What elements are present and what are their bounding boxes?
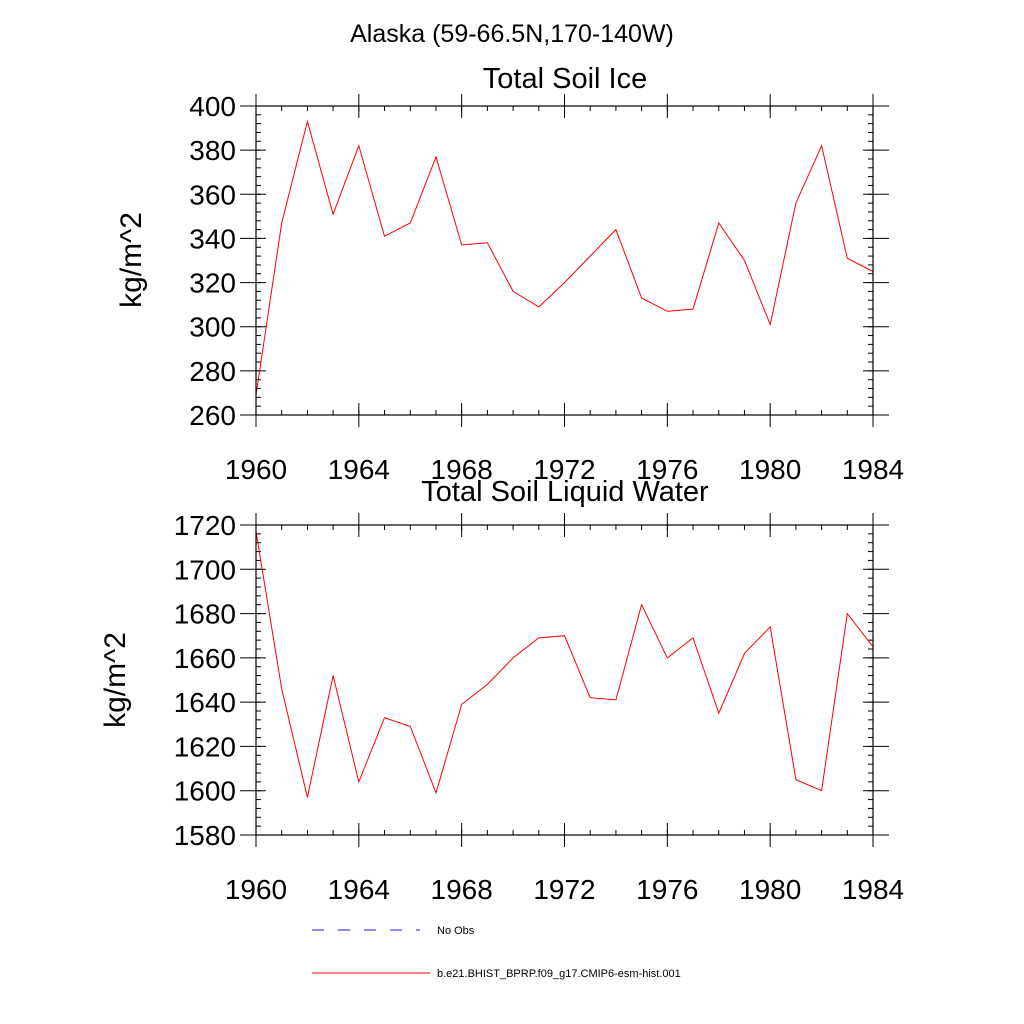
y-tick-label: 1600 (174, 776, 236, 807)
y-tick-label: 1580 (174, 820, 236, 851)
y-tick-label: 1700 (174, 554, 236, 585)
x-tick-label: 1960 (225, 454, 287, 485)
plot-frame (255, 524, 874, 836)
panel-title: Total Soil Liquid Water (421, 476, 709, 508)
tick-labels: 1960 1964 1968 1972 1976 1980 1984 1580 1600 1620… (174, 510, 904, 905)
x-tick-label: 1980 (739, 454, 801, 485)
legend-obs-label: No Obs (437, 925, 475, 937)
series-line (255, 119, 874, 396)
x-tick-label: 1976 (636, 454, 698, 485)
plot-frame (255, 105, 874, 416)
y-tick-label: 320 (189, 268, 236, 299)
y-tick-label: 360 (189, 179, 236, 210)
y-tick-label: 1720 (174, 510, 236, 541)
y-tick-label: 1640 (174, 687, 236, 718)
panel-title: Total Soil Ice (483, 63, 647, 95)
axis-ticks (240, 94, 889, 427)
figure-title: Alaska (59-66.5N,170-140W) (350, 20, 674, 48)
y-axis-label: kg/m^2 (115, 212, 148, 308)
y-tick-label: 300 (189, 312, 236, 343)
y-tick-label: 1660 (174, 643, 236, 674)
panel-total-soil-liquid-water: Total Soil Liquid Water kg/m^2 1960 1964 1… (99, 476, 904, 905)
tick-labels: 1960 1964 1968 1972 1976 1980 1984 260 280 300 320… (189, 91, 904, 485)
x-tick-label: 1980 (739, 874, 801, 905)
x-tick-label: 1976 (636, 874, 698, 905)
y-tick-label: 1620 (174, 731, 236, 762)
legend-model-label: b.e21.BHIST_BPRP.f09_g17.CMIP6-esm-hist.… (437, 968, 681, 980)
axis-ticks (240, 513, 889, 847)
x-tick-label: 1972 (533, 874, 595, 905)
y-tick-label: 380 (189, 135, 236, 166)
x-tick-label: 1964 (328, 454, 390, 485)
y-tick-label: 400 (189, 91, 236, 122)
legend: No Obs b.e21.BHIST_BPRP.f09_g17.CMIP6-es… (312, 925, 681, 980)
x-tick-label: 1968 (431, 874, 493, 905)
series-line (255, 531, 874, 798)
y-tick-label: 1680 (174, 599, 236, 630)
x-tick-label: 1960 (225, 874, 287, 905)
y-axis-label: kg/m^2 (99, 632, 132, 728)
panel-total-soil-ice: Total Soil Ice kg/m^2 1960 1964 1968 1972 19… (115, 63, 904, 485)
x-tick-label: 1972 (533, 454, 595, 485)
x-tick-label: 1984 (842, 874, 904, 905)
y-tick-label: 280 (189, 356, 236, 387)
x-tick-label: 1984 (842, 454, 904, 485)
y-tick-label: 340 (189, 223, 236, 254)
x-tick-label: 1964 (328, 874, 390, 905)
x-tick-label: 1968 (431, 454, 493, 485)
y-tick-label: 260 (189, 400, 236, 431)
